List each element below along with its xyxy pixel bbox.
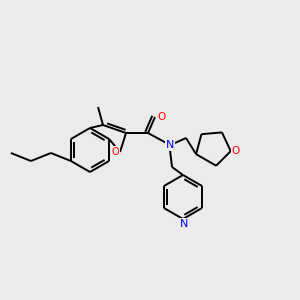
Text: O: O [111, 147, 119, 157]
Text: N: N [166, 140, 174, 150]
Text: O: O [157, 112, 165, 122]
Text: N: N [180, 219, 188, 229]
Text: O: O [232, 146, 240, 156]
